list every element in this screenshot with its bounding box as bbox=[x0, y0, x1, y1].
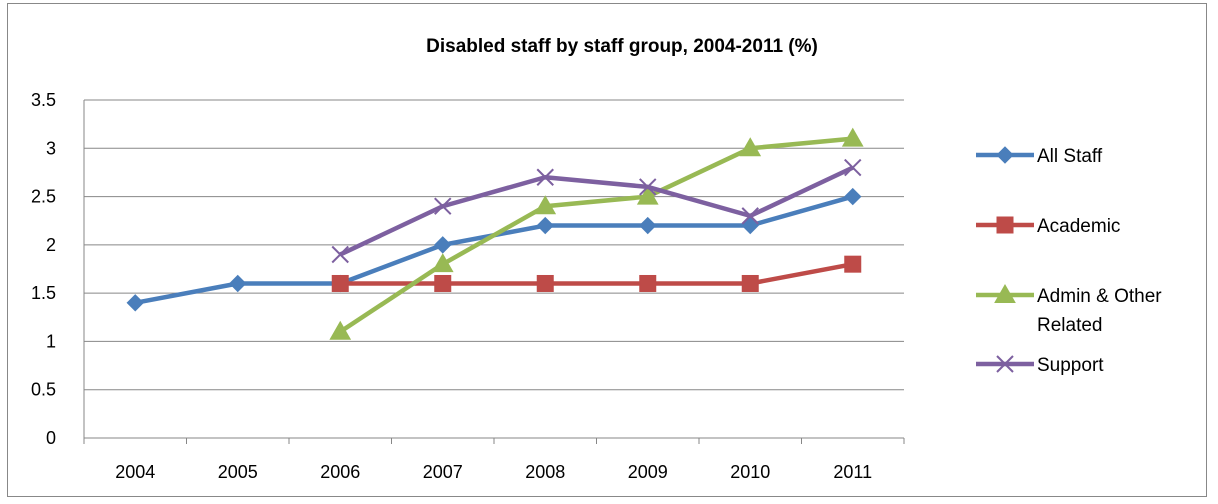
legend-marker bbox=[996, 216, 1014, 234]
x-tick-label: 2005 bbox=[218, 462, 258, 482]
legend-item: Admin & Other Related bbox=[976, 283, 1162, 336]
y-tick-label: 2 bbox=[46, 235, 56, 255]
data-point bbox=[741, 216, 759, 235]
data-point bbox=[639, 216, 657, 235]
data-point bbox=[536, 274, 554, 292]
y-tick-label: 3 bbox=[46, 138, 56, 158]
legend-label: All Staff bbox=[1037, 146, 1103, 167]
legend-marker bbox=[996, 146, 1014, 164]
data-point bbox=[534, 195, 557, 215]
series-all-staff bbox=[126, 187, 862, 312]
data-point bbox=[844, 158, 862, 177]
marker-stroke bbox=[741, 207, 759, 225]
x-tick-label: 2007 bbox=[423, 462, 463, 482]
data-point bbox=[126, 294, 144, 312]
y-tick-label: 1.5 bbox=[31, 283, 56, 303]
series-academic bbox=[331, 255, 862, 292]
marker-stroke bbox=[639, 178, 657, 196]
legend-item: All Staff bbox=[976, 146, 1103, 167]
data-point bbox=[741, 274, 759, 292]
legend-label: Related bbox=[1037, 315, 1103, 336]
x-tick-label: 2004 bbox=[115, 462, 155, 482]
series-line bbox=[340, 261, 854, 286]
data-point bbox=[331, 245, 349, 264]
y-tick-label: 0 bbox=[46, 428, 56, 448]
data-point bbox=[329, 320, 352, 340]
chart-title: Disabled staff by staff group, 2004-2011… bbox=[426, 36, 818, 57]
data-point bbox=[844, 187, 862, 206]
y-tick-label: 1 bbox=[46, 331, 56, 351]
marker-stroke bbox=[536, 168, 554, 186]
data-point bbox=[434, 274, 452, 292]
data-point bbox=[536, 216, 554, 235]
axes bbox=[83, 100, 905, 444]
data-point bbox=[536, 168, 554, 186]
data-point bbox=[434, 197, 452, 215]
data-point bbox=[639, 274, 657, 292]
x-axis-tick-labels: 2004 2005 2006 2007 2008 2009 2010 2011 bbox=[115, 462, 872, 482]
series-support bbox=[331, 158, 862, 264]
legend-label: Academic bbox=[1037, 216, 1120, 237]
data-point bbox=[331, 274, 349, 292]
legend-item: Support bbox=[976, 355, 1104, 376]
data-point bbox=[636, 185, 659, 205]
series-admin-other-related bbox=[329, 127, 864, 340]
y-tick-label: 3.5 bbox=[31, 90, 56, 110]
x-tick-label: 2008 bbox=[525, 462, 565, 482]
data-point bbox=[741, 207, 759, 225]
marker-stroke bbox=[844, 158, 862, 177]
x-tick-label: 2006 bbox=[320, 462, 360, 482]
y-tick-label: 0.5 bbox=[31, 380, 56, 400]
chart-frame bbox=[7, 3, 1207, 497]
series-line bbox=[339, 136, 853, 334]
series-line bbox=[339, 165, 854, 257]
x-tick-label: 2009 bbox=[628, 462, 668, 482]
data-point bbox=[229, 274, 247, 293]
marker-stroke bbox=[434, 197, 452, 215]
legend-item: Academic bbox=[976, 216, 1120, 237]
x-tick-label: 2010 bbox=[730, 462, 770, 482]
data-point bbox=[639, 178, 657, 196]
data-series bbox=[126, 127, 864, 340]
data-point bbox=[431, 253, 454, 273]
data-point bbox=[739, 137, 762, 157]
marker-stroke bbox=[331, 245, 349, 264]
data-point bbox=[434, 236, 452, 254]
marker-stroke bbox=[996, 355, 1014, 373]
legend: All Staff Academic Admin & Other Related Sup… bbox=[976, 146, 1162, 376]
x-tick-label: 2011 bbox=[833, 462, 872, 482]
legend-label: Support bbox=[1037, 355, 1104, 376]
y-tick-label: 2.5 bbox=[31, 187, 56, 207]
data-point bbox=[844, 255, 862, 273]
legend-marker bbox=[994, 283, 1016, 303]
y-axis-tick-labels: 0 0.5 1 1.5 2 2.5 3 3.5 bbox=[31, 90, 56, 448]
data-point bbox=[841, 127, 864, 147]
legend-label: Admin & Other bbox=[1037, 286, 1162, 307]
legend-marker bbox=[996, 355, 1014, 373]
